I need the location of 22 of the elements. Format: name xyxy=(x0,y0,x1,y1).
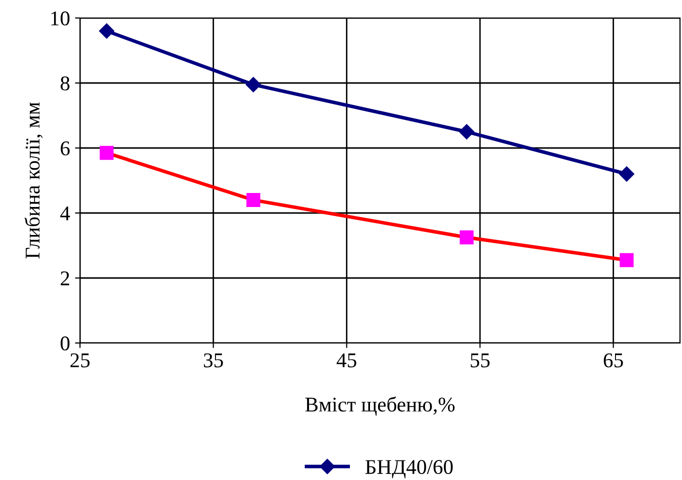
y-tick-label: 4 xyxy=(60,206,70,220)
legend-label: БНД40/60 xyxy=(365,460,453,478)
y-tick-label: 8 xyxy=(60,76,70,90)
point xyxy=(620,253,634,268)
point xyxy=(619,166,634,182)
x-tick-label: 25 xyxy=(70,353,90,368)
point xyxy=(460,230,474,244)
point xyxy=(459,124,474,140)
point xyxy=(246,77,261,92)
y-tick-label: 10 xyxy=(51,11,70,26)
x-tick-label: 35 xyxy=(204,353,223,368)
x-tick-label: 55 xyxy=(470,354,490,368)
y-tick-label: 0 xyxy=(60,336,70,350)
x-axis-title: Вміст щебеню,% xyxy=(305,396,455,416)
y-tick-label: 2 xyxy=(60,271,70,286)
y-tick-label: 6 xyxy=(60,141,70,156)
point xyxy=(100,146,114,160)
x-tick-label: 45 xyxy=(336,353,356,368)
point xyxy=(99,23,114,39)
x-tick-label: 65 xyxy=(604,353,623,368)
point xyxy=(246,193,260,207)
y-axis-title: Глибина колії, мм xyxy=(24,102,43,259)
